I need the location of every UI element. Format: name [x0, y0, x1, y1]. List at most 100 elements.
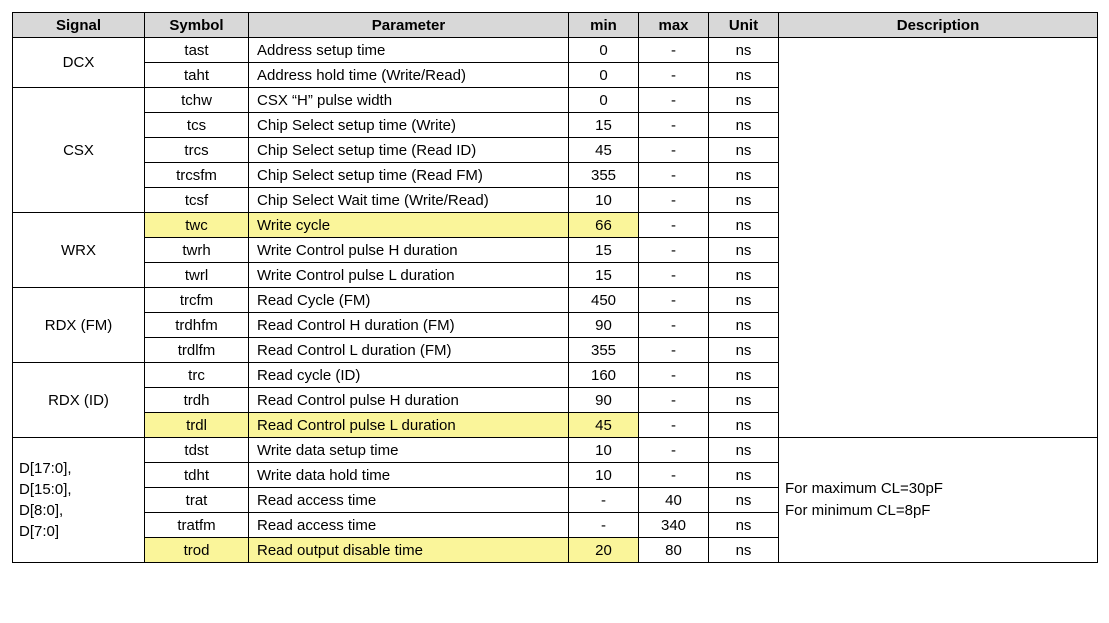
max-cell: -	[639, 38, 709, 63]
unit-cell: ns	[709, 313, 779, 338]
max-cell: -	[639, 438, 709, 463]
max-cell: -	[639, 263, 709, 288]
max-cell: -	[639, 88, 709, 113]
max-cell: -	[639, 138, 709, 163]
min-cell: 15	[569, 113, 639, 138]
unit-cell: ns	[709, 163, 779, 188]
unit-cell: ns	[709, 463, 779, 488]
min-cell: 10	[569, 188, 639, 213]
parameter-cell: CSX “H” pulse width	[249, 88, 569, 113]
col-header: Signal	[13, 13, 145, 38]
parameter-cell: Address setup time	[249, 38, 569, 63]
min-cell: -	[569, 488, 639, 513]
min-cell: 15	[569, 263, 639, 288]
symbol-cell: trdhfm	[145, 313, 249, 338]
min-cell: 0	[569, 88, 639, 113]
signal-cell: DCX	[13, 38, 145, 88]
min-cell: 10	[569, 463, 639, 488]
signal-cell: RDX (FM)	[13, 288, 145, 363]
parameter-cell: Read Cycle (FM)	[249, 288, 569, 313]
symbol-cell: trcfm	[145, 288, 249, 313]
symbol-cell: trc	[145, 363, 249, 388]
symbol-cell: tdst	[145, 438, 249, 463]
symbol-cell: twrl	[145, 263, 249, 288]
col-header: Description	[779, 13, 1098, 38]
max-cell: -	[639, 113, 709, 138]
max-cell: 80	[639, 538, 709, 563]
table-row: DCXtastAddress setup time0-ns	[13, 38, 1098, 63]
col-header: Unit	[709, 13, 779, 38]
max-cell: -	[639, 188, 709, 213]
signal-cell: RDX (ID)	[13, 363, 145, 438]
description-cell	[779, 38, 1098, 438]
symbol-cell: tast	[145, 38, 249, 63]
symbol-cell: trat	[145, 488, 249, 513]
min-cell: 160	[569, 363, 639, 388]
unit-cell: ns	[709, 413, 779, 438]
symbol-cell: trcsfm	[145, 163, 249, 188]
col-header: max	[639, 13, 709, 38]
signal-cell: D[17:0],D[15:0],D[8:0],D[7:0]	[13, 438, 145, 563]
unit-cell: ns	[709, 213, 779, 238]
symbol-cell: tdht	[145, 463, 249, 488]
unit-cell: ns	[709, 438, 779, 463]
parameter-cell: Write data setup time	[249, 438, 569, 463]
col-header: Symbol	[145, 13, 249, 38]
timing-parameters-table: SignalSymbolParameterminmaxUnitDescripti…	[12, 12, 1098, 563]
symbol-cell: trdlfm	[145, 338, 249, 363]
unit-cell: ns	[709, 363, 779, 388]
parameter-cell: Chip Select Wait time (Write/Read)	[249, 188, 569, 213]
symbol-cell: tcsf	[145, 188, 249, 213]
max-cell: -	[639, 313, 709, 338]
min-cell: 45	[569, 138, 639, 163]
unit-cell: ns	[709, 113, 779, 138]
parameter-cell: Write Control pulse H duration	[249, 238, 569, 263]
unit-cell: ns	[709, 138, 779, 163]
max-cell: -	[639, 363, 709, 388]
parameter-cell: Read access time	[249, 488, 569, 513]
max-cell: -	[639, 463, 709, 488]
max-cell: -	[639, 213, 709, 238]
parameter-cell: Read Control L duration (FM)	[249, 338, 569, 363]
symbol-cell: trdh	[145, 388, 249, 413]
max-cell: -	[639, 238, 709, 263]
symbol-cell: taht	[145, 63, 249, 88]
min-cell: 20	[569, 538, 639, 563]
symbol-cell: trod	[145, 538, 249, 563]
unit-cell: ns	[709, 488, 779, 513]
unit-cell: ns	[709, 538, 779, 563]
unit-cell: ns	[709, 263, 779, 288]
symbol-cell: tcs	[145, 113, 249, 138]
signal-cell: WRX	[13, 213, 145, 288]
max-cell: -	[639, 413, 709, 438]
unit-cell: ns	[709, 188, 779, 213]
symbol-cell: tchw	[145, 88, 249, 113]
unit-cell: ns	[709, 38, 779, 63]
min-cell: 355	[569, 163, 639, 188]
symbol-cell: trdl	[145, 413, 249, 438]
parameter-cell: Read access time	[249, 513, 569, 538]
min-cell: 0	[569, 38, 639, 63]
max-cell: -	[639, 288, 709, 313]
parameter-cell: Address hold time (Write/Read)	[249, 63, 569, 88]
min-cell: 66	[569, 213, 639, 238]
max-cell: 340	[639, 513, 709, 538]
unit-cell: ns	[709, 338, 779, 363]
min-cell: 90	[569, 388, 639, 413]
col-header: Parameter	[249, 13, 569, 38]
symbol-cell: twrh	[145, 238, 249, 263]
unit-cell: ns	[709, 63, 779, 88]
unit-cell: ns	[709, 88, 779, 113]
parameter-cell: Write data hold time	[249, 463, 569, 488]
unit-cell: ns	[709, 388, 779, 413]
description-cell: For maximum CL=30pFFor minimum CL=8pF	[779, 438, 1098, 563]
min-cell: 90	[569, 313, 639, 338]
parameter-cell: Chip Select setup time (Read ID)	[249, 138, 569, 163]
parameter-cell: Write cycle	[249, 213, 569, 238]
max-cell: -	[639, 163, 709, 188]
max-cell: -	[639, 338, 709, 363]
signal-cell: CSX	[13, 88, 145, 213]
min-cell: 45	[569, 413, 639, 438]
parameter-cell: Read Control pulse L duration	[249, 413, 569, 438]
min-cell: 355	[569, 338, 639, 363]
